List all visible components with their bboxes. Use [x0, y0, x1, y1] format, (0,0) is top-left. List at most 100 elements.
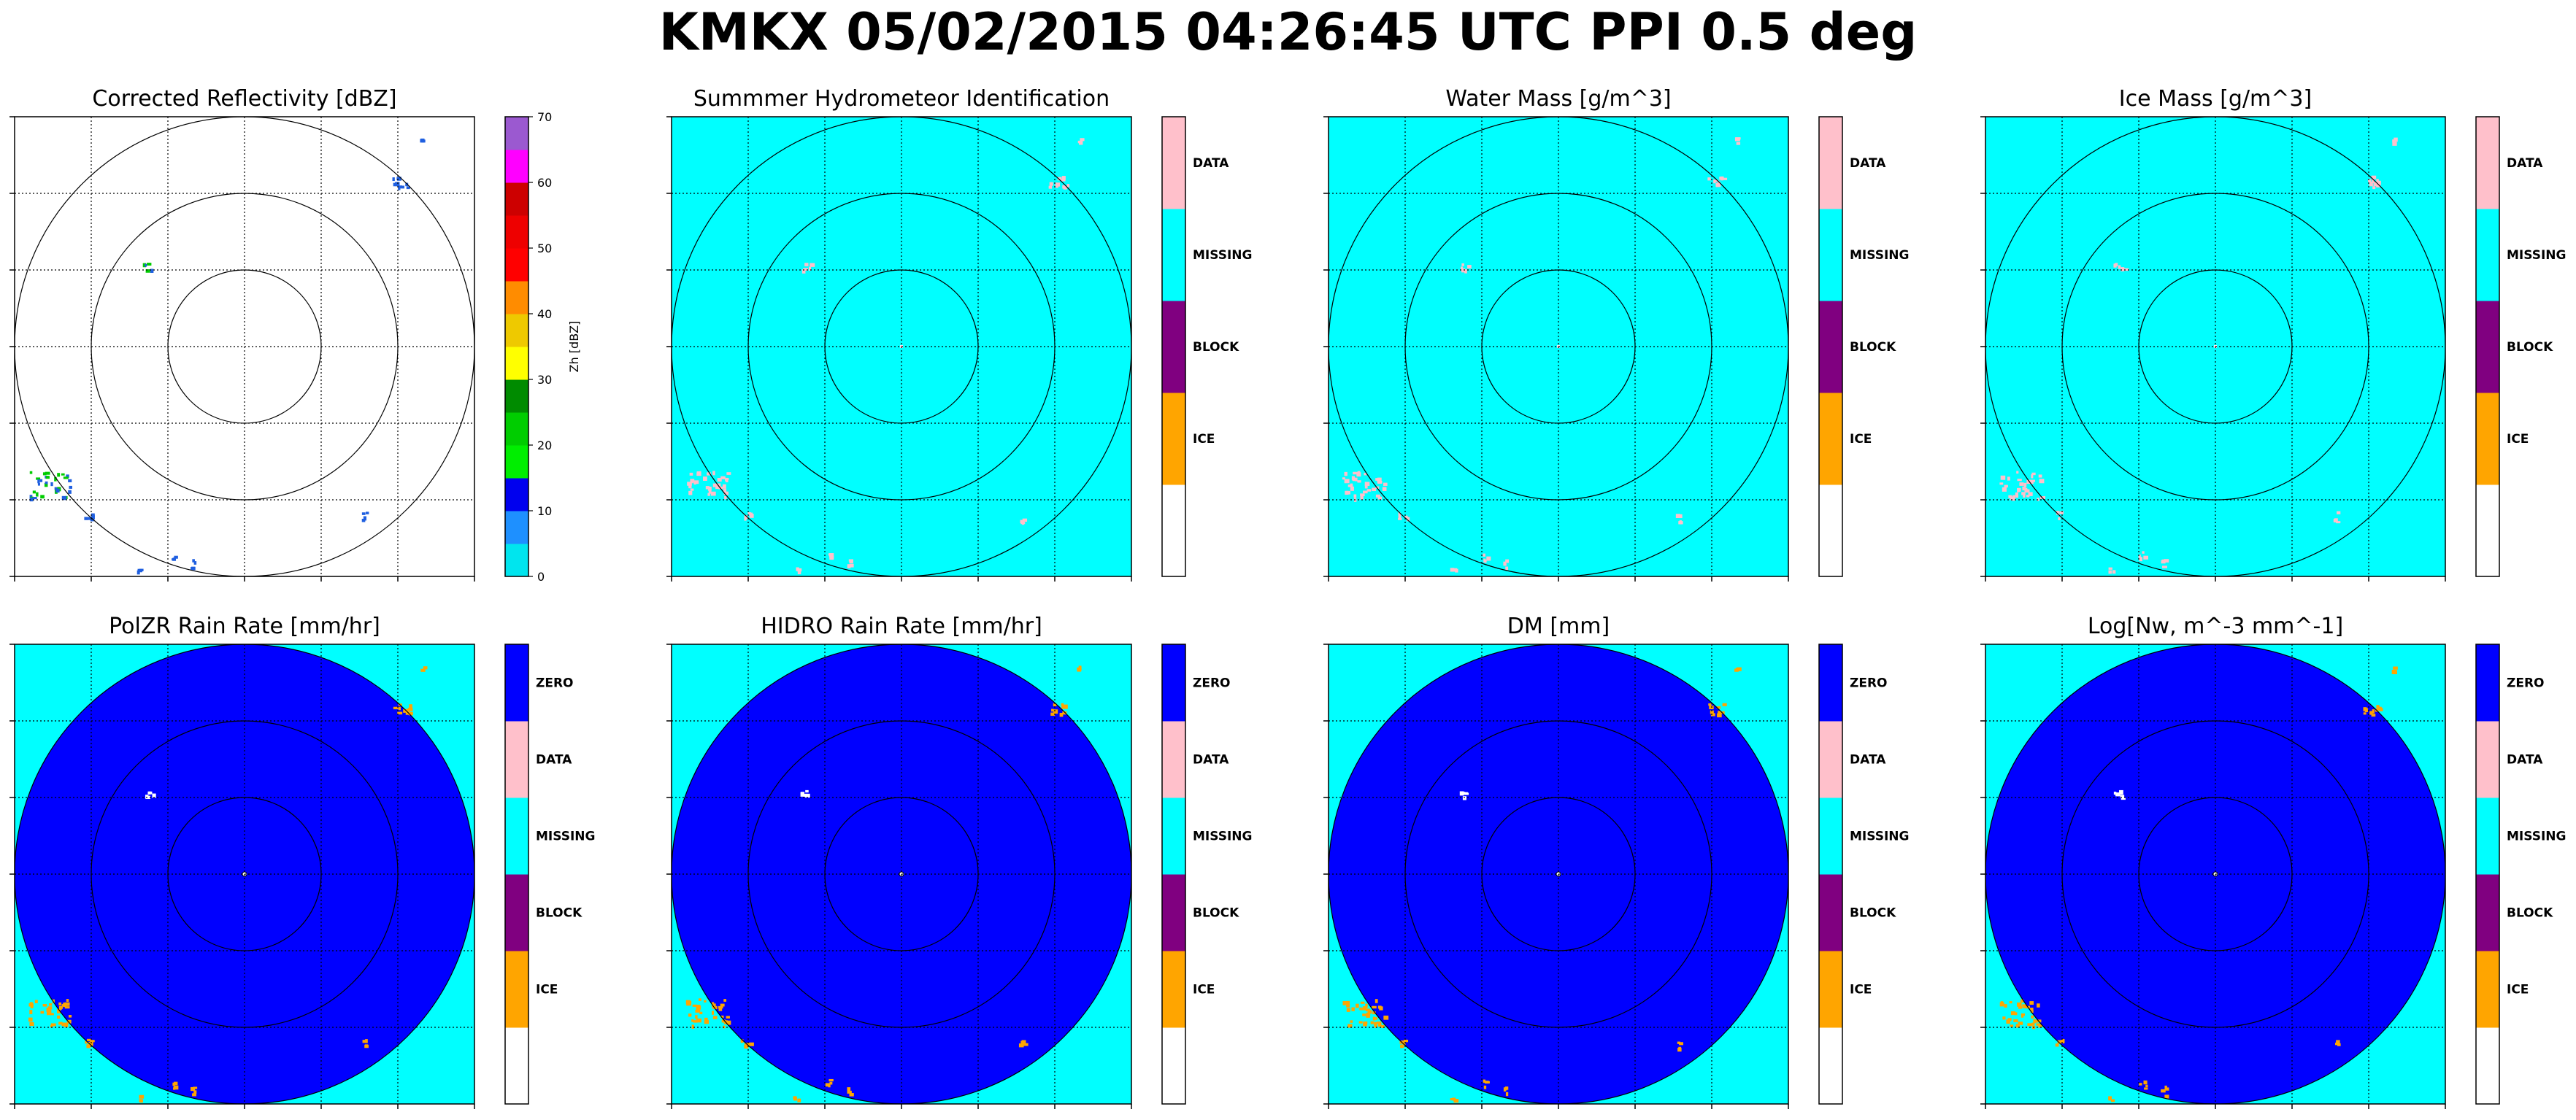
echo-cell: [1717, 181, 1720, 185]
echo-cell: [1400, 1044, 1403, 1048]
range-ring: [91, 720, 399, 1028]
panel-title: Water Mass [g/m^3]: [1445, 86, 1672, 112]
colorbar-category-label: MISSING: [1850, 830, 1909, 844]
echo-cell: [803, 268, 808, 271]
echo-cell: [720, 1003, 725, 1007]
echo-cell: [1678, 521, 1683, 525]
range-ring: [672, 644, 1131, 1104]
echo-cell: [2031, 1015, 2034, 1019]
colorbar-blank-segment: [1162, 1027, 1185, 1104]
echo-cell: [712, 483, 717, 487]
colorbar-category-label: MISSING: [2507, 248, 2566, 263]
echo-cell: [2030, 1008, 2034, 1011]
plot-frame: [671, 116, 1132, 577]
echo-cell: [1078, 665, 1082, 670]
echo-cell: [61, 495, 67, 501]
echo-cell: [1364, 482, 1370, 487]
echo-cell: [1344, 479, 1350, 484]
radar-site-marker: [242, 871, 247, 877]
echo-cell: [2000, 475, 2006, 480]
echo-cell: [744, 1045, 749, 1049]
echo-cell: [2113, 263, 2117, 268]
plot-background: [672, 117, 1131, 576]
echo-cell: [145, 269, 150, 273]
echo-cell: [695, 1010, 701, 1013]
echo-cell: [2012, 495, 2016, 498]
colorbar-category-label: BLOCK: [1193, 906, 1239, 921]
range-ring: [824, 269, 979, 424]
echo-cell: [699, 998, 701, 1001]
echo-cell: [1377, 1023, 1382, 1027]
echo-cell: [718, 1008, 723, 1011]
echo-cell: [2372, 709, 2375, 714]
echo-cell: [54, 476, 57, 482]
colorbar-category-label: MISSING: [1193, 248, 1252, 263]
echo-cell: [66, 474, 69, 478]
echo-cell: [191, 566, 196, 569]
echo-cell: [1362, 1013, 1368, 1016]
echo-cell: [28, 1017, 33, 1022]
echo-cell: [1347, 484, 1353, 487]
echo-cell: [1363, 490, 1368, 494]
echo-cell: [2036, 1023, 2041, 1026]
echo-cell: [28, 1003, 34, 1007]
echo-cell: [1372, 1011, 1376, 1015]
echo-cell: [64, 1002, 70, 1006]
plot-area: [1329, 644, 1788, 1104]
range-ring: [1985, 644, 2445, 1104]
echo-cell: [1364, 473, 1367, 476]
echo-cell: [2026, 479, 2031, 484]
colorbar-segment: [505, 721, 528, 798]
echo-cell: [50, 1024, 53, 1028]
echo-cell: [2016, 1024, 2020, 1028]
echo-cell: [395, 182, 400, 187]
echo-cell: [1366, 1012, 1371, 1016]
echo-cell: [420, 668, 426, 672]
echo-cell: [1716, 706, 1721, 709]
echo-cell: [68, 1015, 72, 1018]
plot-background: [672, 644, 1131, 1104]
colorbar-segment: [505, 797, 528, 875]
echo-cell: [704, 1019, 710, 1024]
panel-title: Log[Nw, m^-3 mm^-1]: [2087, 614, 2344, 639]
colorbar-bin: [505, 412, 528, 446]
echo-cell: [364, 1044, 369, 1048]
echo-cell: [2017, 479, 2022, 482]
echo-cell: [2377, 180, 2381, 185]
range-ring: [2138, 797, 2293, 951]
colorbar-bin: [505, 445, 528, 479]
echo-cell: [2060, 1040, 2065, 1043]
echo-cell: [2037, 1003, 2040, 1008]
plot-frame: [1328, 644, 1789, 1105]
echo-cell: [2021, 492, 2026, 495]
echo-cell: [2378, 706, 2382, 711]
echo-cell: [1353, 498, 1357, 502]
echo-cell: [1503, 1087, 1507, 1092]
echo-cell: [2394, 137, 2398, 142]
echo-cell: [91, 515, 95, 520]
echo-cell: [703, 476, 707, 481]
colorbar-segment: [2476, 721, 2499, 798]
echo-cell: [2015, 494, 2019, 498]
plot-area: [1985, 644, 2445, 1104]
echo-cell: [712, 1011, 715, 1015]
echo-cell: [1505, 566, 1509, 571]
echo-cell: [848, 559, 853, 562]
echo-cell: [50, 1023, 56, 1027]
echo-cell: [1453, 1099, 1459, 1103]
echo-cell: [2143, 1080, 2148, 1085]
echo-cell: [693, 480, 699, 484]
echo-cell: [2009, 1001, 2012, 1004]
echo-cell: [2367, 179, 2372, 182]
colorbar-category-label: BLOCK: [1850, 906, 1896, 921]
echo-cell: [1053, 710, 1056, 714]
echo-cell: [704, 1017, 708, 1022]
echo-cell: [2372, 186, 2376, 190]
echo-cell: [36, 477, 41, 480]
echo-cell: [63, 476, 69, 479]
echo-cell: [721, 1019, 726, 1023]
echo-cell: [704, 1000, 707, 1003]
echo-cell: [1734, 137, 1740, 142]
echo-cell: [2060, 511, 2064, 514]
echo-cell: [1358, 1021, 1363, 1024]
